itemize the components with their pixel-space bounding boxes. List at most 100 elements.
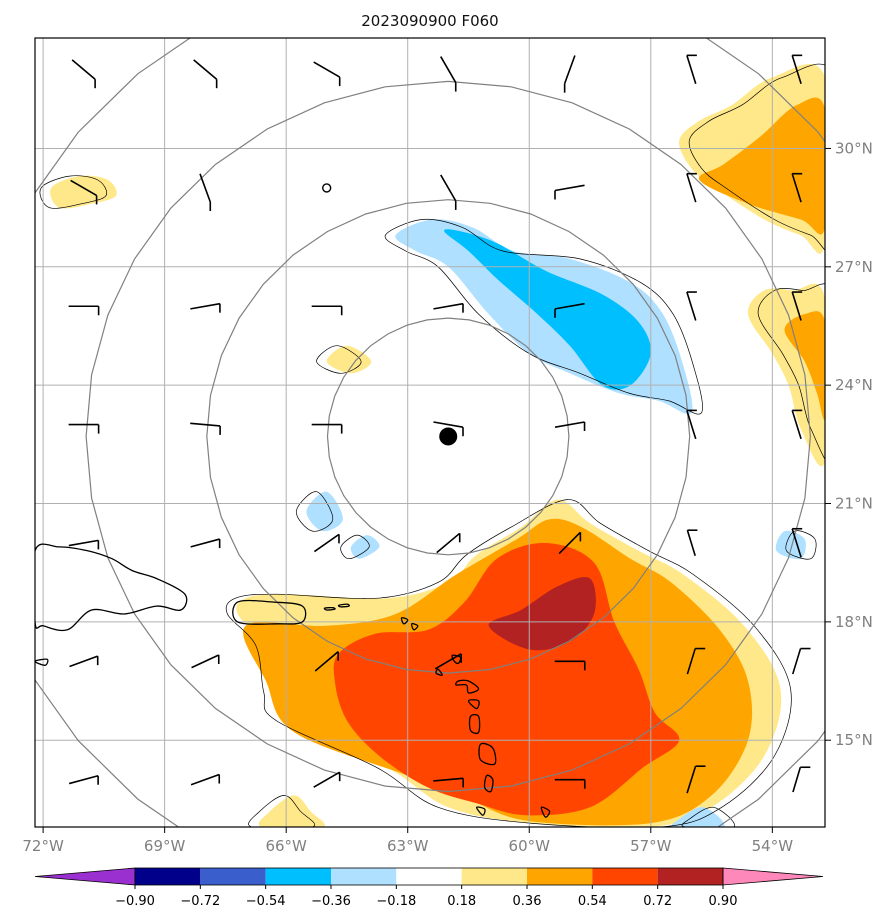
- map-frame: [34, 37, 826, 828]
- colorbar-tick-label: 0.54: [578, 894, 607, 909]
- coastline: [475, 806, 486, 816]
- coastline: [35, 658, 49, 666]
- y-tick-label: 30°N: [835, 139, 873, 157]
- wind-barb-staff: [436, 532, 461, 554]
- contour-line: [340, 534, 370, 560]
- colorbar-segment: [396, 868, 462, 885]
- colorbar-segment: [135, 868, 201, 885]
- wind-barb-staff: [686, 529, 696, 556]
- coastline: [400, 617, 409, 625]
- shaded-region: [50, 175, 117, 209]
- y-tick-label: 15°N: [835, 731, 873, 749]
- wind-barb-staff: [792, 767, 802, 793]
- x-axis-ticks: 72°W 69°W 66°W 63°W 60°W 57°W 54°W: [22, 827, 793, 855]
- wind-barb: [190, 302, 221, 313]
- wind-barb: [686, 291, 697, 321]
- shaded-regions: [39, 63, 825, 827]
- x-tick-label: 69°W: [144, 837, 186, 855]
- wind-barb: [686, 54, 697, 85]
- wind-barb: [190, 422, 221, 435]
- wind-barb: [433, 302, 464, 313]
- contour-line: [248, 795, 316, 827]
- wind-barb: [686, 647, 706, 675]
- contour-line: [39, 175, 107, 209]
- wind-barb-staff: [791, 528, 802, 558]
- wind-barb-staff: [68, 775, 99, 785]
- wind-barb-staff: [314, 651, 339, 672]
- chart-title: 2023090900 F060: [361, 12, 498, 30]
- wind-barb: [434, 653, 463, 670]
- colorbar: −0.90 −0.72 −0.54 −0.36 −0.18 0.18 0.36 0.54 0.7…: [34, 867, 824, 909]
- colorbar-tick-label: 0.18: [447, 894, 476, 909]
- colorbar-frame: [134, 867, 724, 886]
- wind-barb: [791, 527, 803, 558]
- wind-barb-staff: [440, 174, 457, 202]
- x-tick-label: 57°W: [630, 837, 672, 855]
- contour-line: [316, 345, 362, 374]
- wind-barb-staff: [563, 55, 576, 84]
- wind-barb: [191, 654, 220, 669]
- colorbar-extend-high: [722, 867, 824, 886]
- wind-barb: [68, 305, 100, 316]
- wind-barb: [69, 655, 99, 668]
- x-tick-label: 54°W: [752, 837, 794, 855]
- colorbar-segment: [657, 868, 723, 885]
- coastlines: [35, 543, 551, 818]
- wind-barb: [190, 773, 221, 786]
- wind-barb-staff: [686, 765, 697, 794]
- coastline: [337, 603, 350, 608]
- wind-barb-staff: [313, 61, 341, 78]
- wind-barb-staff: [440, 56, 457, 83]
- wind-barb: [791, 172, 803, 203]
- wind-barb: [554, 184, 585, 200]
- gridlines: [35, 38, 825, 827]
- shaded-region: [326, 345, 372, 374]
- range-ring: [206, 199, 691, 674]
- wind-barb: [311, 423, 343, 434]
- colorbar-tick-label: 0.72: [643, 894, 672, 909]
- wind-barb-calm: [321, 183, 332, 193]
- wind-barb-staff: [434, 653, 462, 670]
- wind-barb-staff: [190, 422, 221, 427]
- wind-barb: [686, 172, 697, 203]
- wind-barb-staff: [791, 648, 802, 675]
- coastline: [483, 774, 494, 793]
- wind-barb-staff: [686, 648, 696, 675]
- y-tick-label: 27°N: [835, 258, 873, 276]
- wind-barb-staff: [686, 291, 697, 321]
- wind-barb-staff: [554, 184, 585, 192]
- wind-barb: [686, 529, 698, 556]
- wind-barb: [554, 778, 586, 789]
- wind-barb: [314, 651, 339, 672]
- shaded-region: [258, 795, 325, 827]
- shaded-region: [306, 491, 343, 532]
- wind-barb-staff: [433, 421, 464, 429]
- storm-center-marker: [439, 427, 458, 446]
- shaded-region: [488, 577, 596, 651]
- wind-barb: [199, 173, 212, 212]
- wind-barb-staff: [199, 173, 212, 203]
- contour-line: [785, 530, 817, 560]
- colorbar-segment: [592, 868, 658, 885]
- x-tick-label: 66°W: [265, 837, 307, 855]
- wind-barb: [686, 765, 706, 794]
- wind-barb-staff: [791, 410, 802, 440]
- wind-barb: [433, 421, 464, 437]
- wind-barb-staff: [791, 173, 802, 203]
- coastline: [540, 806, 551, 818]
- contour-line: [681, 806, 735, 827]
- wind-barb-staff: [190, 538, 220, 548]
- wind-barb: [791, 54, 803, 85]
- coastline: [232, 599, 307, 625]
- colorbar-tick-label: −0.72: [180, 894, 220, 909]
- contour-line: [295, 491, 334, 532]
- colorbar-tick-label: −0.54: [246, 894, 286, 909]
- y-tick-label: 24°N: [835, 376, 873, 394]
- wind-barb: [68, 423, 100, 434]
- colorbar-tick-label: −0.36: [311, 894, 351, 909]
- wind-barbs: [68, 54, 811, 794]
- wind-barb: [68, 775, 99, 785]
- wind-barb: [554, 302, 585, 318]
